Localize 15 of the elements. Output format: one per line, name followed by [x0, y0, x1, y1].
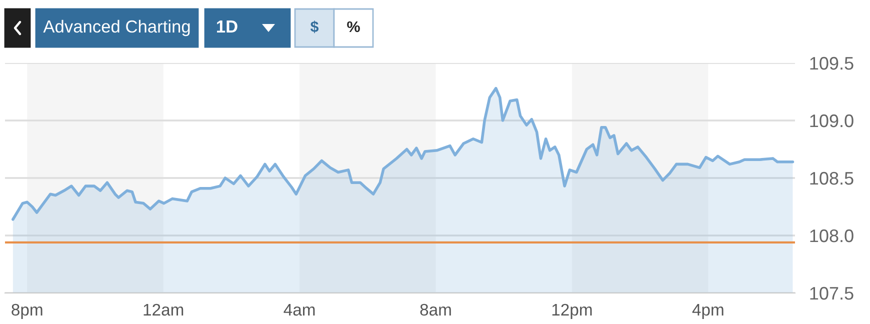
x-tick-label: 12pm [552, 304, 592, 319]
y-tick-label: 108.0 [810, 229, 854, 242]
x-tick-label: 8am [420, 304, 451, 316]
x-tick-label: 8pm [12, 304, 42, 319]
x-tick-label: 4pm [692, 304, 724, 319]
text: Advanced Charting [43, 20, 190, 36]
y-tick-label: 107.5 [810, 286, 854, 300]
x-tick-label: 4am [284, 304, 315, 316]
text: % [347, 21, 360, 32]
text: 1D [216, 20, 238, 32]
text: $ [310, 20, 319, 34]
y-tick-label: 109.0 [810, 114, 854, 128]
x-tick-label: 12am [144, 304, 184, 316]
y-tick-label: 108.5 [810, 172, 854, 185]
y-tick-label: 109.5 [810, 56, 854, 70]
